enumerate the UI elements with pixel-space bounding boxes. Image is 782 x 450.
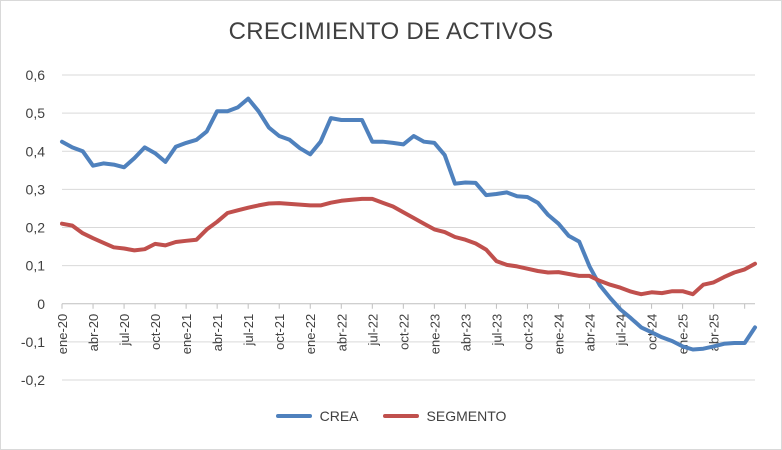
x-tick-label: abr-25 <box>707 314 722 352</box>
y-tick-label: 0,2 <box>26 220 46 236</box>
x-tick-label: jul-22 <box>365 314 380 347</box>
legend-swatch-segmento <box>382 414 419 418</box>
x-tick-label: abr-22 <box>334 314 349 352</box>
legend-item-segmento: SEGMENTO <box>382 408 507 424</box>
y-axis: -0,2 -0,1 0 0,1 0,2 0,3 0,4 0,5 0,6 <box>21 67 45 388</box>
y-tick-label: -0,1 <box>21 334 45 350</box>
x-tick-label: jul-20 <box>117 314 132 347</box>
x-tick-label: ene-22 <box>303 314 318 354</box>
x-tick-label: oct-20 <box>148 314 163 350</box>
legend-item-crea: CREA <box>275 408 359 424</box>
x-tick-label: ene-23 <box>427 314 442 354</box>
x-tick-label: ene-21 <box>179 314 194 354</box>
x-tick-label: abr-24 <box>583 314 598 352</box>
x-tick-label: jul-24 <box>614 314 629 347</box>
x-tick-label: abr-20 <box>86 314 101 352</box>
x-axis: ene-20 abr-20 jul-20 oct-20 ene-21 abr-21 jul-… <box>55 303 746 354</box>
y-tick-label: 0 <box>37 296 45 312</box>
gridlines <box>62 74 755 381</box>
x-tick-label: abr-23 <box>458 314 473 352</box>
y-tick-label: 0,1 <box>26 258 46 274</box>
legend-swatch-crea <box>275 414 312 418</box>
y-tick-label: 0,3 <box>26 181 46 197</box>
x-tick-label: abr-21 <box>210 314 225 352</box>
y-tick-label: 0,4 <box>26 143 46 159</box>
x-tick-label: oct-23 <box>520 314 535 350</box>
x-tick-label: oct-21 <box>272 314 287 350</box>
x-tick-label: oct-22 <box>396 314 411 350</box>
legend-label-segmento: SEGMENTO <box>426 408 507 424</box>
x-tick-label: jul-23 <box>489 314 504 347</box>
series-lines <box>60 96 757 352</box>
y-tick-label: -0,2 <box>21 372 45 388</box>
chart-title: CRECIMIENTO DE ACTIVOS <box>228 18 554 45</box>
x-tick-label: ene-24 <box>551 314 566 354</box>
legend-label-crea: CREA <box>319 408 359 424</box>
series-line-segmento <box>60 196 757 297</box>
series-line-crea <box>60 96 757 352</box>
y-tick-label: 0,5 <box>26 105 46 121</box>
x-tick-label: ene-20 <box>55 314 70 354</box>
legend: CREA SEGMENTO <box>0 408 782 424</box>
x-tick-label: jul-21 <box>241 314 256 347</box>
y-tick-label: 0,6 <box>26 67 46 83</box>
